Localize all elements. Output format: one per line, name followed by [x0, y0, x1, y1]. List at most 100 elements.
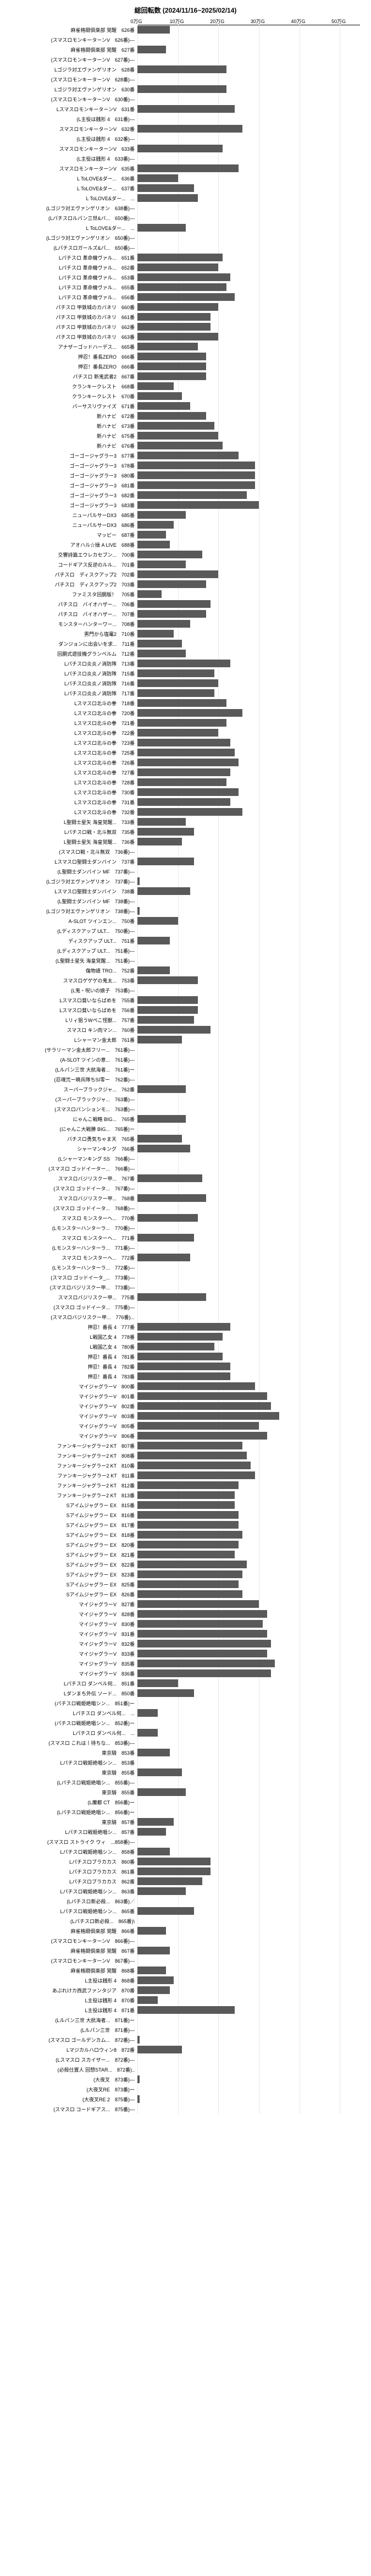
- chart-row: (スマスロ ゴッドイータ... 775番)―: [5, 1302, 366, 1312]
- bar-area: [137, 2046, 366, 2053]
- chart-row: マイジャグラーV 828番: [5, 1609, 366, 1619]
- row-label: (スマスロパンションモ... 763番)―: [5, 1106, 137, 1113]
- chart-row: 東京騎 857番: [5, 1817, 366, 1827]
- bar-area: [137, 749, 366, 756]
- chart-row: Lシャーマン金太郎 761番: [5, 1035, 366, 1045]
- chart-row: (スマスロバジリスクー甲... 773番)―: [5, 1282, 366, 1292]
- bar: [137, 650, 186, 657]
- row-label: (Lモンスターハンターラ... 772番)―: [5, 1264, 137, 1271]
- row-label: パチスロ ディスクアップ2 703番: [5, 581, 137, 588]
- bar-area: [137, 2026, 366, 2034]
- chart-row: Lパチスロ戦姫絶唱シン... 863番: [5, 1886, 366, 1896]
- bar-area: [137, 927, 366, 935]
- row-label: パチスロ 甲鉄城のカバネリ 660番: [5, 304, 137, 311]
- chart-row: マイジャグラーV 802番: [5, 1401, 366, 1411]
- bar: [137, 521, 174, 529]
- chart-row: Lパチスロ 革命機ヴァル... 655番: [5, 282, 366, 292]
- row-label: (大夜叉 873番)―: [5, 2076, 137, 2083]
- bar: [137, 452, 239, 459]
- row-label: Lスマスロ北斗の拳 731番: [5, 799, 137, 806]
- chart-row: マイジャグラーV 803番: [5, 1411, 366, 1421]
- row-label: スーパーブラックジャ... 762番: [5, 1086, 137, 1093]
- chart-row: 交響詩篇エウレカセブン... 700番: [5, 550, 366, 559]
- chart-row: Lゴジラ対エヴァンゲリオン 630番: [5, 84, 366, 94]
- chart-row: Lスマスロ北斗の拳 718番: [5, 698, 366, 708]
- row-label: Sアイムジャグラー EX 816番: [5, 1512, 137, 1519]
- chart-row: スマスロ モンスターヘ... 771番: [5, 1233, 366, 1243]
- bar-area: [137, 1947, 366, 1954]
- row-label: ファンキージャグラー2 KT 811番: [5, 1472, 137, 1479]
- bar: [137, 1669, 271, 1677]
- chart-row: Lパチスロ戦姫絶唱シン... 853番: [5, 1757, 366, 1767]
- bar-area: [137, 95, 366, 103]
- bar-area: [137, 1065, 366, 1073]
- row-label: Sアイムジャグラー EX 817番: [5, 1522, 137, 1529]
- row-label: L聖闘士星矢 海皇覚醒... 733番: [5, 819, 137, 826]
- bar-area: [137, 917, 366, 925]
- row-label: マイジャグラーV 805番: [5, 1422, 137, 1430]
- row-label: (忍魂弐ー暁兵隊ちSI零ー 762番)―: [5, 1076, 137, 1083]
- chart-row: 押忍！番長 4 777番: [5, 1322, 366, 1332]
- row-label: Lパチスロブラカカス 862番: [5, 1878, 137, 1885]
- chart-row: Sアイムジャグラー EX 826番: [5, 1589, 366, 1599]
- chart-container: 総回転数 (2024/11/16~2025/02/14) 0万G10万G20万G…: [5, 6, 366, 2114]
- bar: [137, 491, 247, 499]
- bar-area: [137, 2085, 366, 2093]
- bar: [137, 1749, 170, 1756]
- row-label: スマスロ モンスターヘ... 770番: [5, 1215, 137, 1222]
- chart-row: ダンジョンに出会いを求... 711番: [5, 639, 366, 649]
- row-label: (Lパチスロ新必殺... 863番)／: [5, 1898, 137, 1905]
- row-label: Lダンまち外伝 ソード... 850番: [5, 1690, 137, 1697]
- row-label: (スマスロバジリスクー甲... 773番)―: [5, 1284, 137, 1291]
- row-label: LスマスロモンキーターンV 631番: [5, 106, 137, 113]
- bar: [137, 719, 226, 727]
- bar: [137, 1650, 267, 1657]
- bar-area: [137, 1125, 366, 1133]
- chart-row: アナザーゴッドハーデス... 665番: [5, 342, 366, 351]
- bar: [137, 1689, 194, 1697]
- chart-row: Sアイムジャグラー EX 817番: [5, 1520, 366, 1530]
- row-label: (スマスロモンキーターンV 866番)―: [5, 1937, 137, 1945]
- chart-row: 麻雀格闘倶楽部 覚醒 626番: [5, 25, 366, 35]
- chart-row: スマスロ モンスターヘ... 770番: [5, 1213, 366, 1223]
- chart-row: (Lルパン三世 大航海者... 871番)ー: [5, 2015, 366, 2025]
- chart-row: (スマスロモンキーターンV 628番)―: [5, 74, 366, 84]
- chart-row: 東京騎 855番: [5, 1787, 366, 1797]
- row-label: Lパチスロ 革命機ヴァル... 653番: [5, 274, 137, 281]
- row-label: Lパチスロ炎炎ノ消防隊 717番: [5, 690, 137, 697]
- chart-row: (Lルパン三世 871番)―: [5, 2025, 366, 2035]
- bar-area: [137, 293, 366, 301]
- row-label: L聖闘士星矢 海皇覚醒... 736番: [5, 838, 137, 845]
- chart-row: (スマスロ ゴッドイーター... 766番)―: [5, 1163, 366, 1173]
- bar: [137, 1947, 170, 1954]
- row-label: Sアイムジャグラー EX 815番: [5, 1502, 137, 1509]
- chart-row: (Lモンスターハンターラ... 772番)―: [5, 1262, 366, 1272]
- row-label: (Lゴジラ対エヴァンゲリオン 650番)―: [5, 234, 137, 241]
- bar: [137, 739, 230, 746]
- chart-row: クランキークレスト 668番: [5, 381, 366, 391]
- bar-area: [137, 1481, 366, 1489]
- chart-row: (スマスロ コードギアス... 875番)―: [5, 2104, 366, 2114]
- row-label: 押忍！番長 4 777番: [5, 1323, 137, 1331]
- bar-area: [137, 1313, 366, 1321]
- bar-area: [137, 1749, 366, 1756]
- chart-row: Lスマスロ北斗の拳 732番: [5, 807, 366, 817]
- bar-area: [137, 828, 366, 836]
- row-label: にゃんこ戦略 BIG... 765番: [5, 1116, 137, 1123]
- row-label: (スマスロバジリスクー甲... 776番)...: [5, 1314, 137, 1321]
- bar-area: [137, 194, 366, 202]
- row-label: スマスロ モンスターヘ... 772番: [5, 1254, 137, 1261]
- bar-area: [137, 957, 366, 964]
- row-label: (パチスロ戦姫絶唱シン... 852番)ー: [5, 1720, 137, 1727]
- chart-row: パチスロ 甲鉄城のカバネリ 662番: [5, 322, 366, 332]
- bar-area: [137, 1204, 366, 1212]
- row-label: 麻雀格闘倶楽部 覚醒 866番: [5, 1927, 137, 1935]
- chart-row: パチスロ 甲鉄城のカバネリ 661番: [5, 312, 366, 322]
- row-label: ファンキージャグラー2 KT 812番: [5, 1482, 137, 1489]
- row-label: Lリィ狙うWぺこ怪獣... 757番: [5, 1017, 137, 1024]
- chart-row: Sアイムジャグラー EX 816番: [5, 1510, 366, 1520]
- row-label: (パチスロ戦姫絶唱シン... 851番)ー: [5, 1700, 137, 1707]
- row-label: (大夜叉RE 2 875番)―: [5, 2096, 137, 2103]
- bar: [137, 1491, 235, 1499]
- bar: [137, 1570, 242, 1578]
